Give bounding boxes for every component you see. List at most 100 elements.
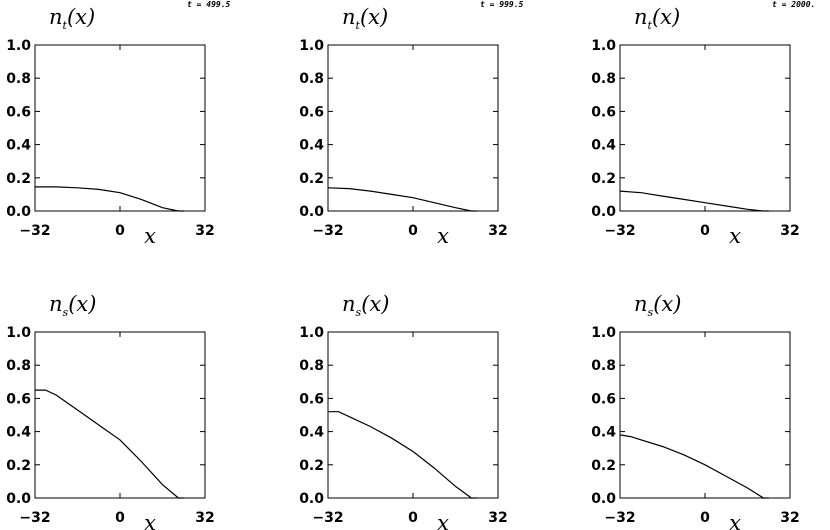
plot-frame <box>34 44 206 212</box>
y-tick-label: 0.4 <box>6 138 31 154</box>
y-tick-label: 0.0 <box>6 491 31 507</box>
x-axis-label: x <box>144 224 156 248</box>
time-label: t = 2000. <box>772 0 815 9</box>
y-tick-label: 1.0 <box>6 325 31 341</box>
y-tick-label: 1.0 <box>299 325 324 341</box>
y-axis-label-base: n <box>342 292 356 316</box>
x-tick-label: −32 <box>312 223 343 239</box>
plot-frame <box>327 44 499 212</box>
panel-5: 0.0 0.2 0.4 0.6 0.8 1.0 −32 0 32 x ns(x) <box>299 292 508 530</box>
y-tick-label: 1.0 <box>299 38 324 54</box>
series-line-1 <box>619 434 769 499</box>
x-tick-label: −32 <box>312 510 343 526</box>
y-axis-label-tail: (x) <box>360 5 388 29</box>
x-tick-label: 32 <box>195 510 214 526</box>
y-tick-label: 0.6 <box>591 104 616 120</box>
y-tick-label: 0.0 <box>591 491 616 507</box>
y-axis-label-base: n <box>634 292 648 316</box>
plot-frame <box>327 331 499 499</box>
y-tick-label: 0.8 <box>6 71 31 87</box>
x-tick-label: −32 <box>19 510 50 526</box>
y-axis-label: nt(x) <box>634 5 680 32</box>
panel-6: 0.0 0.2 0.4 0.6 0.8 1.0 −32 0 32 x ns(x) <box>591 292 800 530</box>
x-tick-label: 0 <box>700 223 710 239</box>
x-tick-label: 32 <box>488 510 507 526</box>
y-axis-label-base: n <box>634 5 648 29</box>
y-tick-label: 0.6 <box>591 391 616 407</box>
plot-frame <box>619 44 791 212</box>
y-axis-label: ns(x) <box>342 292 389 319</box>
y-tick-label: 0.2 <box>6 458 31 474</box>
series-line-1 <box>35 186 184 212</box>
y-tick-label: 0.2 <box>299 171 324 187</box>
y-axis-label-tail: (x) <box>68 292 96 316</box>
y-tick-label: 0.2 <box>6 171 31 187</box>
y-tick-label: 0.2 <box>591 171 616 187</box>
y-tick-label: 1.0 <box>6 38 31 54</box>
series-line-1 <box>327 187 477 212</box>
y-axis-label-tail: (x) <box>361 292 389 316</box>
y-tick-label: 0.6 <box>299 391 324 407</box>
x-axis-label: x <box>437 224 449 248</box>
y-axis-label: nt(x) <box>49 5 95 32</box>
x-tick-label: 32 <box>488 223 507 239</box>
y-axis-label-tail: (x) <box>67 5 95 29</box>
y-axis-label: ns(x) <box>49 292 96 319</box>
y-axis-label-sub: s <box>648 306 654 319</box>
y-tick-label: 0.0 <box>299 204 324 220</box>
y-tick-label: 0.6 <box>299 104 324 120</box>
y-tick-label: 0.6 <box>6 391 31 407</box>
x-tick-label: 32 <box>195 223 214 239</box>
y-tick-label: 0.4 <box>591 425 616 441</box>
y-tick-label: 0.4 <box>6 425 31 441</box>
y-tick-label: 1.0 <box>591 38 616 54</box>
x-tick-label: −32 <box>604 223 635 239</box>
panel-1: 0.0 0.2 0.4 0.6 0.8 1.0 −32 0 32 x nt(x) t = 499.5 <box>6 0 230 248</box>
panel-4: 0.0 0.2 0.4 0.6 0.8 1.0 −32 0 32 x ns(x) <box>6 292 215 530</box>
y-tick-label: 0.4 <box>591 138 616 154</box>
series-line-1 <box>328 411 477 499</box>
x-axis-label: x <box>437 511 449 530</box>
x-axis-label: x <box>144 511 156 530</box>
x-tick-label: 0 <box>408 510 418 526</box>
time-label: t = 999.5 <box>480 0 524 9</box>
y-tick-label: 0.8 <box>6 358 31 374</box>
x-tick-label: 32 <box>780 510 799 526</box>
x-tick-label: 0 <box>115 223 125 239</box>
y-tick-label: 0.4 <box>299 138 324 154</box>
x-tick-label: 0 <box>700 510 710 526</box>
x-tick-label: 0 <box>408 223 418 239</box>
y-axis-label-sub: t <box>63 19 68 32</box>
y-axis-label-base: n <box>342 5 356 29</box>
x-axis-label: x <box>729 224 741 248</box>
y-tick-label: 0.0 <box>299 491 324 507</box>
y-tick-label: 0.2 <box>299 458 324 474</box>
y-axis-label-sub: s <box>63 306 69 319</box>
y-tick-label: 0.8 <box>299 71 324 87</box>
y-tick-label: 0.4 <box>299 425 324 441</box>
y-tick-label: 0.8 <box>591 71 616 87</box>
y-tick-label: 1.0 <box>591 325 616 341</box>
x-tick-label: 0 <box>115 510 125 526</box>
y-axis-label-sub: s <box>356 306 362 319</box>
y-axis-label-base: n <box>49 5 63 29</box>
panel-2: 0.0 0.2 0.4 0.6 0.8 1.0 −32 0 32 x nt(x) t = 999.5 <box>299 0 523 248</box>
y-axis-label-sub: t <box>356 19 361 32</box>
y-tick-label: 0.0 <box>591 204 616 220</box>
y-tick-label: 0.8 <box>591 358 616 374</box>
time-label: t = 499.5 <box>187 0 231 9</box>
y-axis-label-base: n <box>49 292 63 316</box>
x-tick-label: −32 <box>19 223 50 239</box>
y-tick-label: 0.6 <box>6 104 31 120</box>
y-axis-label-sub: t <box>648 19 653 32</box>
y-axis-label: ns(x) <box>634 292 681 319</box>
x-tick-label: −32 <box>604 510 635 526</box>
x-axis-label: x <box>729 511 741 530</box>
plot-frame <box>619 331 791 499</box>
series-line-1 <box>619 190 769 212</box>
plot-frame <box>34 331 206 499</box>
y-axis-label-tail: (x) <box>653 292 681 316</box>
y-axis-label-tail: (x) <box>652 5 680 29</box>
y-tick-label: 0.0 <box>6 204 31 220</box>
